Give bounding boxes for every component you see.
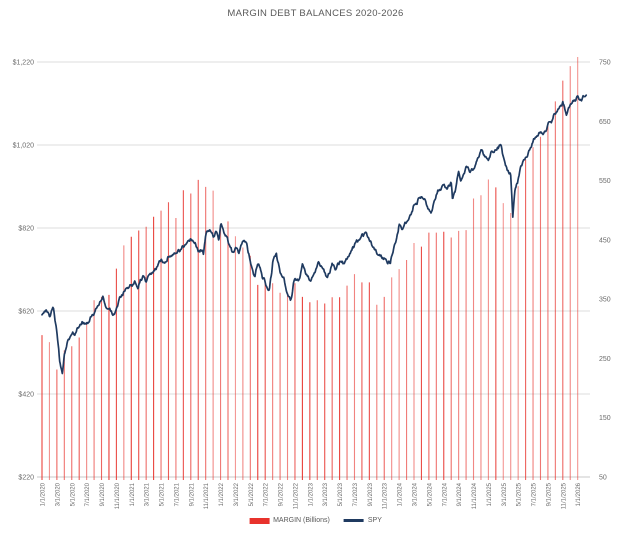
x-axis-tick-label: 3/1/2021 [145,482,151,506]
x-axis-tick-label: 9/1/2025 [546,482,552,506]
x-axis-tick-label: 11/1/2020 [115,482,121,509]
x-axis-tick-label: 5/1/2020 [70,482,76,506]
x-axis-tick-label: 11/1/2025 [561,482,567,509]
margin-series-swatch [249,517,270,524]
right-axis-tick-label: 50 [599,475,607,482]
x-axis-tick-label: 1/1/2024 [398,482,404,506]
left-axis-tick-label: $820 [18,226,34,233]
x-axis-tick-label: 3/1/2025 [502,482,508,506]
x-axis-tick-label: 3/1/2020 [55,482,61,506]
left-axis-tick-label: $420 [18,392,34,399]
x-axis-tick-label: 1/1/2023 [308,482,314,506]
x-axis-tick-label: 5/1/2023 [338,482,344,506]
x-axis-tick-label: 7/1/2023 [353,482,359,506]
x-axis-tick-label: 1/1/2026 [576,482,582,506]
x-axis-tick-label: 3/1/2023 [323,482,329,506]
right-axis-tick-label: 250 [599,356,611,363]
right-axis-tick-label: 550 [599,178,611,185]
spy-series-swatch [343,519,364,522]
x-axis-tick-label: 9/1/2022 [279,482,285,506]
right-axis-tick-label: 650 [599,119,611,126]
right-axis-tick-label: 750 [599,60,611,67]
x-axis-tick-label: 7/1/2021 [174,482,180,506]
right-axis-tick-label: 350 [599,297,611,304]
chart-plot: $1,220 $1,020 $820 $620 $420 $220 750 650 550 450… [13,57,611,509]
right-axis-tick-label: 450 [599,237,611,244]
x-axis-tick-label: 7/1/2022 [264,482,270,506]
x-axis-tick-label: 3/1/2022 [234,482,240,506]
x-axis-tick-label: 5/1/2025 [517,482,523,506]
x-axis-tick-label: 7/1/2025 [532,482,538,506]
x-axis-tick-label: 11/1/2021 [204,482,210,509]
x-axis-tick-label: 11/1/2023 [383,482,389,509]
x-axis-tick-label: 1/1/2022 [219,482,225,506]
legend-margin-label: MARGIN (Billions) [273,517,330,524]
left-axis-tick-label: $220 [18,475,34,482]
right-axis-tick-label: 150 [599,415,611,422]
legend-item-spy: SPY [343,517,382,524]
x-axis-tick-label: 7/1/2024 [442,482,448,506]
legend-spy-label: SPY [367,517,382,524]
x-axis-tick-label: 1/1/2025 [487,482,493,506]
x-axis-tick-label: 7/1/2020 [85,482,91,506]
x-axis-tick-label: 9/1/2020 [100,482,106,506]
x-axis-tick-label: 5/1/2022 [249,482,255,506]
left-axis-tick-label: $1,220 [13,60,35,67]
x-axis-tick-label: 5/1/2024 [427,482,433,506]
x-axis-tick-label: 1/1/2021 [130,482,136,506]
legend-item-margin: MARGIN (Billions) [249,517,330,524]
x-axis-tick-label: 9/1/2023 [368,482,374,506]
left-axis-tick-label: $620 [18,309,34,316]
x-axis-tick-label: 9/1/2021 [189,482,195,506]
x-axis-tick-label: 5/1/2021 [160,482,166,506]
left-axis-tick-label: $1,020 [13,143,35,150]
spy-line [41,94,588,375]
x-axis-tick-label: 11/1/2022 [293,482,299,509]
x-axis-tick-label: 1/1/2020 [41,482,47,506]
chart-title: MARGIN DEBT BALANCES 2020-2026 [227,8,404,19]
x-axis-tick-label: 9/1/2024 [457,482,463,506]
x-axis-tick-label: 11/1/2024 [472,482,478,509]
x-axis-tick-label: 3/1/2024 [413,482,419,506]
chart-legend: MARGIN (Billions) SPY [249,517,382,524]
